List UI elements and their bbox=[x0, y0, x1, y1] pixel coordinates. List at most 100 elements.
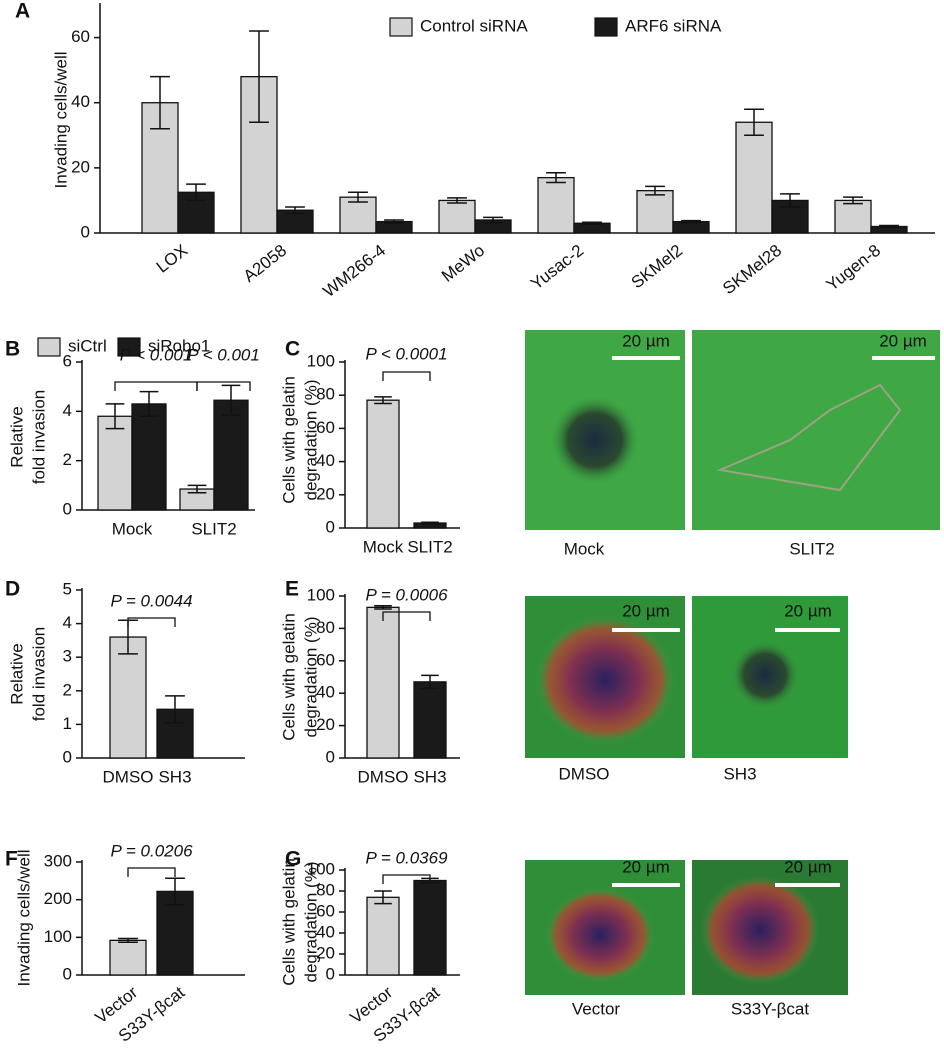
micrograph: 20 µm SLIT2 bbox=[692, 330, 940, 558]
x-tick-label: LOX bbox=[153, 241, 192, 277]
bar bbox=[366, 399, 400, 529]
y-axis-label: degradation (%) bbox=[301, 617, 320, 738]
x-tick-label: SKMel28 bbox=[719, 241, 785, 298]
y-tick-label: 0 bbox=[326, 517, 335, 536]
x-tick-label: MeWo bbox=[438, 241, 488, 286]
y-tick-label: 20 bbox=[71, 157, 90, 176]
error-bar bbox=[139, 390, 159, 418]
y-tick-label: 200 bbox=[44, 889, 72, 908]
y-tick-label: 20 bbox=[316, 943, 335, 962]
x-tick-label: DMSO bbox=[358, 767, 409, 786]
error-bar bbox=[374, 890, 392, 905]
y-tick-label: 2 bbox=[63, 450, 72, 469]
x-tick-label: SH3 bbox=[413, 767, 446, 786]
x-tick-label: SH3 bbox=[158, 767, 191, 786]
bar bbox=[240, 76, 278, 234]
p-value: P = 0.0044 bbox=[110, 591, 192, 610]
legend-label: Control siRNA bbox=[420, 16, 528, 35]
bar bbox=[109, 939, 147, 976]
panel-label: A bbox=[15, 0, 30, 23]
y-axis-label: Relative bbox=[7, 643, 26, 704]
x-tick-label: Yugen-8 bbox=[823, 241, 885, 295]
significance-bracket bbox=[114, 381, 198, 391]
error-bar bbox=[447, 197, 467, 204]
error-bar bbox=[249, 30, 269, 124]
panel-label: E bbox=[285, 578, 299, 601]
error-bar bbox=[384, 219, 404, 224]
p-value: P = 0.0006 bbox=[365, 585, 448, 604]
y-axis-label: Cells with gelatin bbox=[279, 613, 298, 741]
legend-swatch bbox=[117, 337, 141, 357]
y-tick-label: 5 bbox=[63, 579, 72, 598]
error-bar bbox=[843, 196, 863, 205]
bar bbox=[413, 681, 447, 759]
image-caption: DMSO bbox=[559, 764, 610, 783]
bar bbox=[636, 190, 674, 234]
p-value: P < 0.001 bbox=[120, 345, 193, 364]
error-bar bbox=[546, 171, 566, 184]
x-tick-label: WM266-4 bbox=[319, 241, 389, 301]
panel-label: F bbox=[5, 848, 18, 871]
legend-label: ARF6 siRNA bbox=[625, 16, 722, 35]
error-bar bbox=[744, 108, 764, 137]
x-tick-label: SLIT2 bbox=[191, 519, 236, 538]
image-caption: S33Y-βcat bbox=[731, 999, 809, 1018]
scale-label: 20 µm bbox=[879, 331, 927, 350]
y-tick-label: 60 bbox=[316, 418, 335, 437]
y-tick-label: 20 bbox=[316, 484, 335, 503]
y-tick-label: 40 bbox=[316, 451, 335, 470]
y-tick-label: 0 bbox=[63, 747, 72, 766]
y-axis-label: degradation (%) bbox=[301, 380, 320, 501]
y-tick-label: 6 bbox=[63, 351, 72, 370]
y-axis-label: Invading cells/well bbox=[51, 51, 70, 188]
y-tick-label: 40 bbox=[316, 922, 335, 941]
y-tick-label: 40 bbox=[316, 683, 335, 702]
y-tick-label: 0 bbox=[63, 964, 72, 983]
error-bar bbox=[780, 193, 800, 208]
y-axis-label: Cells with gelatin bbox=[279, 376, 298, 504]
p-value: P < 0.001 bbox=[187, 345, 260, 364]
y-tick-label: 100 bbox=[307, 859, 335, 878]
p-value: P = 0.0206 bbox=[110, 841, 193, 860]
y-tick-label: 60 bbox=[316, 901, 335, 920]
y-tick-label: 80 bbox=[316, 880, 335, 899]
bar bbox=[537, 176, 575, 234]
y-tick-label: 100 bbox=[307, 585, 335, 604]
p-value: P < 0.0001 bbox=[365, 344, 447, 363]
y-tick-label: 80 bbox=[316, 618, 335, 637]
bar bbox=[366, 896, 400, 976]
scale-label: 20 µm bbox=[784, 601, 832, 620]
legend-label: siCtrl bbox=[68, 336, 107, 355]
error-bar bbox=[879, 224, 899, 229]
bar bbox=[834, 199, 872, 234]
y-tick-label: 20 bbox=[316, 715, 335, 734]
scale-label: 20 µm bbox=[784, 857, 832, 876]
error-bar bbox=[681, 219, 701, 224]
error-bar bbox=[165, 695, 185, 724]
x-tick-label: SLIT2 bbox=[407, 537, 452, 556]
legend-swatch bbox=[594, 17, 618, 37]
bar bbox=[339, 196, 377, 234]
y-tick-label: 60 bbox=[316, 650, 335, 669]
y-axis-label: fold invasion bbox=[29, 390, 48, 485]
error-bar bbox=[348, 191, 368, 203]
image-caption: SH3 bbox=[723, 764, 756, 783]
significance-bracket bbox=[127, 617, 176, 627]
x-tick-label: Mock bbox=[363, 537, 404, 556]
y-axis-label: Relative bbox=[7, 406, 26, 467]
error-bar bbox=[374, 604, 392, 610]
y-axis-label: degradation (%) bbox=[301, 862, 320, 983]
error-bar bbox=[421, 674, 439, 690]
x-tick-label: A2058 bbox=[240, 241, 290, 286]
scale-label: 20 µm bbox=[622, 857, 670, 876]
image-caption: Mock bbox=[564, 539, 605, 558]
error-bar bbox=[187, 484, 207, 494]
error-bar bbox=[582, 221, 602, 225]
bar bbox=[366, 606, 400, 759]
error-bar bbox=[285, 206, 305, 215]
y-tick-label: 80 bbox=[316, 385, 335, 404]
significance-bracket bbox=[382, 874, 431, 884]
error-bar bbox=[150, 75, 170, 130]
